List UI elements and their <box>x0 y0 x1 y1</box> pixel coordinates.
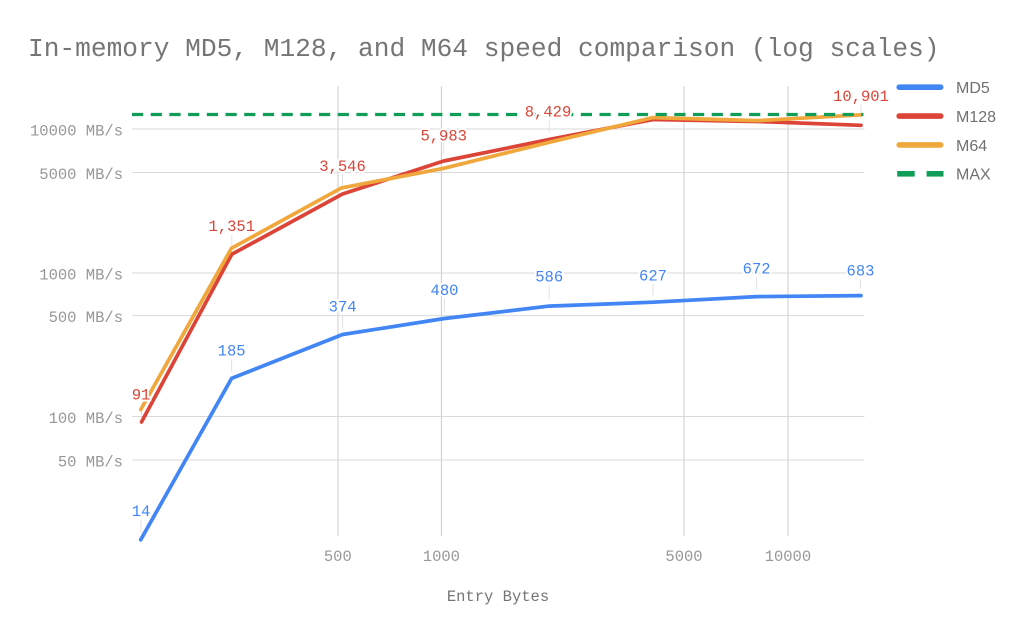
svg-text:MD5: MD5 <box>956 80 990 97</box>
svg-text:In-memory MD5, M128, and M64 s: In-memory MD5, M128, and M64 speed compa… <box>28 34 939 64</box>
svg-text:50 MB/s: 50 MB/s <box>58 454 123 472</box>
svg-text:480: 480 <box>431 282 459 300</box>
svg-text:Entry Bytes: Entry Bytes <box>447 588 549 606</box>
svg-text:5,983: 5,983 <box>420 128 467 146</box>
svg-text:10000 MB/s: 10000 MB/s <box>30 123 123 141</box>
svg-text:5000 MB/s: 5000 MB/s <box>39 166 123 184</box>
svg-text:14: 14 <box>132 503 151 521</box>
svg-text:3,546: 3,546 <box>319 158 366 176</box>
svg-text:1,351: 1,351 <box>209 218 256 236</box>
svg-text:672: 672 <box>743 261 771 279</box>
svg-text:10000: 10000 <box>765 548 812 566</box>
svg-text:683: 683 <box>847 263 875 281</box>
svg-text:1000: 1000 <box>423 548 460 566</box>
svg-text:91: 91 <box>132 386 151 404</box>
svg-text:500 MB/s: 500 MB/s <box>49 309 123 327</box>
svg-text:627: 627 <box>639 268 667 286</box>
svg-text:8,429: 8,429 <box>525 104 572 122</box>
svg-text:586: 586 <box>535 269 563 287</box>
svg-text:M128: M128 <box>956 109 996 126</box>
svg-text:5000: 5000 <box>665 548 702 566</box>
svg-text:100 MB/s: 100 MB/s <box>49 410 123 428</box>
svg-text:M64: M64 <box>956 138 987 155</box>
svg-text:10,901: 10,901 <box>833 88 889 106</box>
svg-text:MAX: MAX <box>956 167 991 184</box>
svg-text:1000 MB/s: 1000 MB/s <box>39 267 123 285</box>
svg-text:500: 500 <box>324 548 352 566</box>
svg-text:374: 374 <box>329 299 357 317</box>
svg-text:185: 185 <box>218 343 246 361</box>
